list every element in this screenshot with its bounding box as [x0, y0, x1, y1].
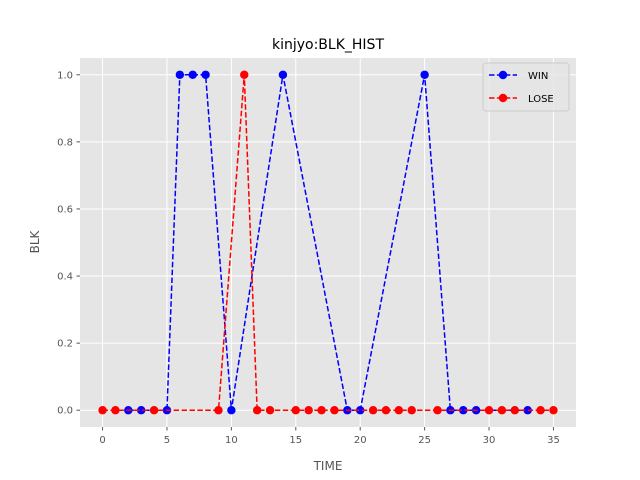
- x-tick-label: 25: [418, 435, 431, 446]
- data-point-lose: [536, 406, 545, 415]
- series-layer: [98, 70, 558, 415]
- data-point-lose: [265, 406, 275, 415]
- y-tick-label: 1.0: [57, 70, 73, 81]
- data-point-lose: [497, 406, 507, 415]
- data-point-lose: [98, 406, 107, 415]
- ticks: 0 5 10 15 20 25 30 35 0.0 0.2 0.4 0.6 0.8 1.0: [57, 70, 560, 446]
- data-point-lose: [252, 406, 262, 415]
- data-point-lose: [549, 406, 558, 415]
- data-point-lose: [330, 406, 339, 415]
- x-tick-label: 35: [547, 435, 560, 446]
- data-point-lose: [484, 406, 494, 415]
- x-tick-label: 20: [354, 435, 367, 446]
- data-point-lose: [291, 406, 300, 415]
- legend-entry-win: WIN: [489, 70, 548, 82]
- legend-marker: [498, 93, 508, 103]
- data-point-win: [175, 70, 185, 79]
- data-point-win: [459, 406, 468, 415]
- legend-entry-lose: LOSE: [489, 93, 554, 105]
- data-point-win: [420, 70, 429, 79]
- data-point-win: [136, 406, 146, 415]
- data-point-lose: [317, 406, 326, 415]
- y-tick-label: 0.8: [57, 137, 73, 148]
- data-point-win: [188, 70, 197, 79]
- data-point-lose: [304, 406, 313, 415]
- series-win: [124, 70, 532, 415]
- y-tick-label: 0.0: [57, 406, 73, 417]
- data-point-lose: [381, 406, 391, 415]
- x-tick-label: 10: [225, 435, 238, 446]
- data-point-lose: [149, 406, 159, 415]
- y-axis-label: BLK: [28, 229, 42, 253]
- x-tick-label: 30: [483, 435, 496, 446]
- data-point-lose: [394, 406, 404, 415]
- data-point-lose: [433, 406, 442, 415]
- legend-label: WIN: [528, 71, 548, 82]
- y-tick-label: 0.4: [57, 272, 73, 283]
- x-tick-label: 15: [289, 435, 302, 446]
- data-point-lose: [510, 406, 520, 415]
- x-tick-label: 0: [99, 435, 105, 446]
- legend-box: [482, 62, 570, 112]
- data-point-lose: [111, 406, 120, 415]
- data-point-win: [201, 70, 210, 79]
- data-point-win: [278, 70, 288, 79]
- chart-title: kinjyo:BLK_HIST: [272, 37, 384, 53]
- legend-label: LOSE: [528, 94, 554, 105]
- data-point-win: [227, 406, 236, 415]
- data-point-lose: [214, 406, 223, 415]
- data-point-win: [356, 406, 365, 415]
- legend: WIN LOSE: [482, 62, 570, 112]
- data-point-lose: [368, 406, 378, 415]
- x-tick-label: 5: [164, 435, 170, 446]
- data-point-lose: [240, 70, 249, 79]
- plot-area: [80, 58, 576, 427]
- legend-marker: [498, 70, 508, 80]
- data-point-lose: [407, 406, 416, 415]
- y-tick-label: 0.2: [57, 339, 73, 350]
- x-axis-label: TIME: [313, 459, 343, 473]
- series-lose: [98, 70, 558, 415]
- y-tick-label: 0.6: [57, 204, 73, 215]
